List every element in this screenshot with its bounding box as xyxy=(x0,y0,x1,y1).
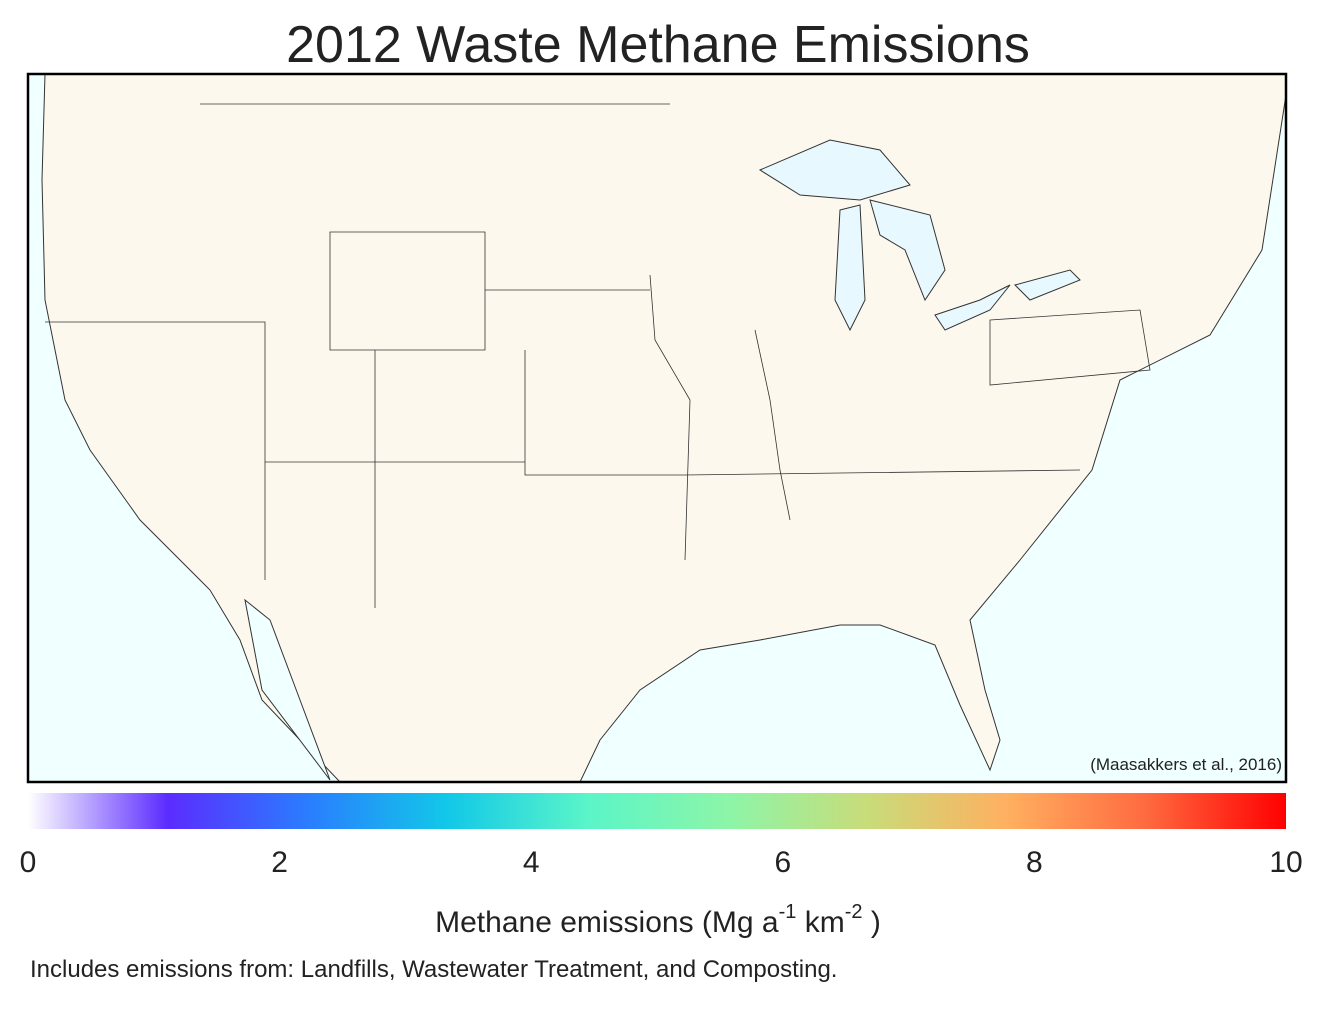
map: (Maasakkers et al., 2016) xyxy=(26,72,1288,784)
label-superscript: -1 xyxy=(779,901,797,923)
colorbar-tick-label: 8 xyxy=(1026,846,1043,879)
label-superscript: -2 xyxy=(845,901,863,923)
land xyxy=(41,73,1287,783)
colorbar-tick-label: 10 xyxy=(1269,846,1302,879)
label-text: Methane emissions (Mg a xyxy=(435,906,779,939)
footnote: Includes emissions from: Landfills, Wast… xyxy=(30,956,837,983)
citation: (Maasakkers et al., 2016) xyxy=(1090,755,1282,774)
colorbar-tick-label: 0 xyxy=(20,846,37,879)
colorbar-tick-label: 4 xyxy=(523,846,540,879)
colorbar-tick-label: 6 xyxy=(774,846,791,879)
colorbar xyxy=(28,793,1286,829)
colorbar-tick-label: 2 xyxy=(271,846,288,879)
borders xyxy=(45,103,1151,608)
gulf-of-california xyxy=(244,598,331,781)
label-text: ) xyxy=(863,906,881,939)
colorbar-label: Methane emissions (Mg a-1 km-2 ) xyxy=(435,901,881,939)
colorbar-ticks: 0 2 4 6 8 10 xyxy=(20,846,1303,879)
title: 2012 Waste Methane Emissions xyxy=(286,16,1030,74)
label-text: km xyxy=(796,906,844,939)
great-lakes xyxy=(758,139,1081,332)
map-frame xyxy=(26,72,1288,784)
